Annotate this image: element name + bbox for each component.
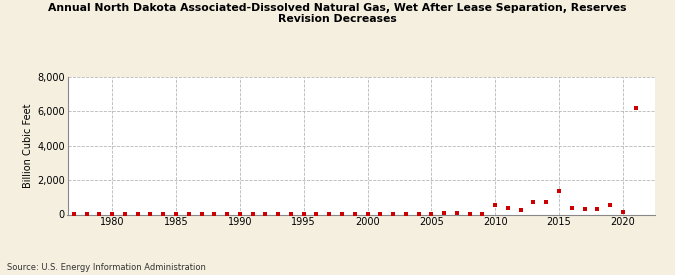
- Point: [221, 212, 232, 216]
- Point: [452, 211, 462, 215]
- Point: [464, 211, 475, 216]
- Point: [515, 207, 526, 212]
- Text: Source: U.S. Energy Information Administration: Source: U.S. Energy Information Administ…: [7, 263, 206, 272]
- Point: [273, 212, 284, 216]
- Point: [375, 212, 385, 216]
- Point: [196, 212, 207, 216]
- Point: [68, 212, 79, 217]
- Point: [286, 212, 296, 216]
- Point: [171, 212, 182, 216]
- Point: [592, 207, 603, 211]
- Point: [184, 212, 194, 217]
- Point: [426, 211, 437, 216]
- Point: [579, 207, 590, 211]
- Point: [350, 212, 360, 216]
- Point: [209, 212, 219, 216]
- Point: [413, 212, 424, 216]
- Point: [400, 212, 411, 216]
- Point: [145, 212, 156, 216]
- Point: [554, 189, 564, 194]
- Point: [362, 212, 373, 216]
- Point: [234, 212, 245, 216]
- Point: [477, 212, 488, 216]
- Point: [566, 206, 577, 210]
- Point: [502, 206, 513, 210]
- Point: [81, 212, 92, 217]
- Point: [605, 203, 616, 207]
- Point: [132, 212, 143, 216]
- Point: [490, 203, 501, 207]
- Point: [107, 212, 117, 216]
- Point: [439, 211, 450, 215]
- Point: [528, 200, 539, 205]
- Point: [324, 212, 335, 216]
- Text: Annual North Dakota Associated-Dissolved Natural Gas, Wet After Lease Separation: Annual North Dakota Associated-Dissolved…: [48, 3, 627, 24]
- Point: [630, 106, 641, 110]
- Point: [94, 212, 105, 217]
- Point: [119, 212, 130, 216]
- Y-axis label: Billion Cubic Feet: Billion Cubic Feet: [23, 103, 33, 188]
- Point: [618, 210, 628, 214]
- Point: [158, 211, 169, 216]
- Point: [298, 212, 309, 216]
- Point: [337, 212, 348, 216]
- Point: [247, 212, 258, 217]
- Point: [311, 212, 322, 216]
- Point: [387, 212, 398, 216]
- Point: [260, 212, 271, 216]
- Point: [541, 199, 551, 204]
